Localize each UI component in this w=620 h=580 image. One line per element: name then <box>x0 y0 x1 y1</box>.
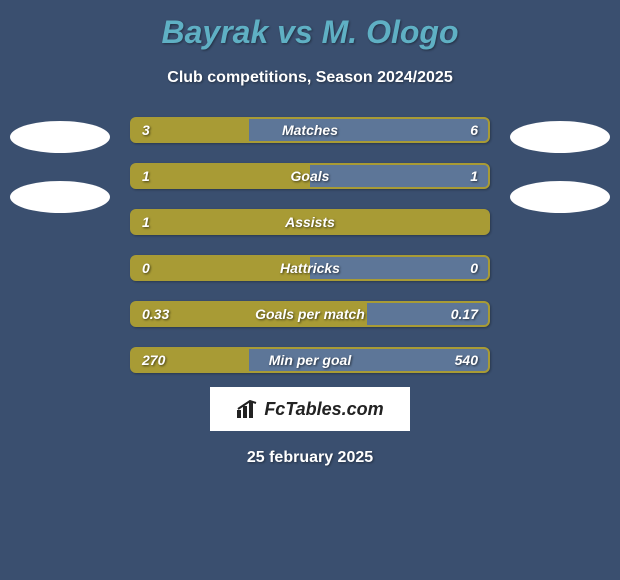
badge-text: FcTables.com <box>264 399 383 420</box>
stat-row: 3Matches6 <box>130 117 490 143</box>
left-avatar-placeholder <box>10 121 110 153</box>
comparison-container: 3Matches61Goals11Assists0Hattricks00.33G… <box>0 117 620 373</box>
stat-value-right: 0 <box>470 257 478 279</box>
stat-row: 0Hattricks0 <box>130 255 490 281</box>
stat-row: 1Goals1 <box>130 163 490 189</box>
stat-label: Goals <box>132 165 488 187</box>
stat-label: Min per goal <box>132 349 488 371</box>
stat-row: 1Assists <box>130 209 490 235</box>
page-subtitle: Club competitions, Season 2024/2025 <box>0 69 620 87</box>
page-title: Bayrak vs M. Ologo <box>0 0 620 51</box>
stat-value-right: 1 <box>470 165 478 187</box>
right-avatar-col <box>510 117 610 373</box>
stat-value-right: 540 <box>455 349 478 371</box>
stat-value-right: 6 <box>470 119 478 141</box>
right-avatar-placeholder <box>510 181 610 213</box>
badge-wrap: FcTables.com <box>0 387 620 431</box>
stat-label: Hattricks <box>132 257 488 279</box>
stat-label: Assists <box>132 211 488 233</box>
fctables-badge: FcTables.com <box>210 387 410 431</box>
stat-bars-col: 3Matches61Goals11Assists0Hattricks00.33G… <box>130 117 490 373</box>
left-avatar-placeholder <box>10 181 110 213</box>
stat-row: 0.33Goals per match0.17 <box>130 301 490 327</box>
stat-row: 270Min per goal540 <box>130 347 490 373</box>
stat-label: Goals per match <box>132 303 488 325</box>
right-avatar-placeholder <box>510 121 610 153</box>
stat-label: Matches <box>132 119 488 141</box>
date-label: 25 february 2025 <box>0 449 620 467</box>
stat-value-right: 0.17 <box>451 303 478 325</box>
left-avatar-col <box>10 117 110 373</box>
chart-icon <box>236 400 258 418</box>
